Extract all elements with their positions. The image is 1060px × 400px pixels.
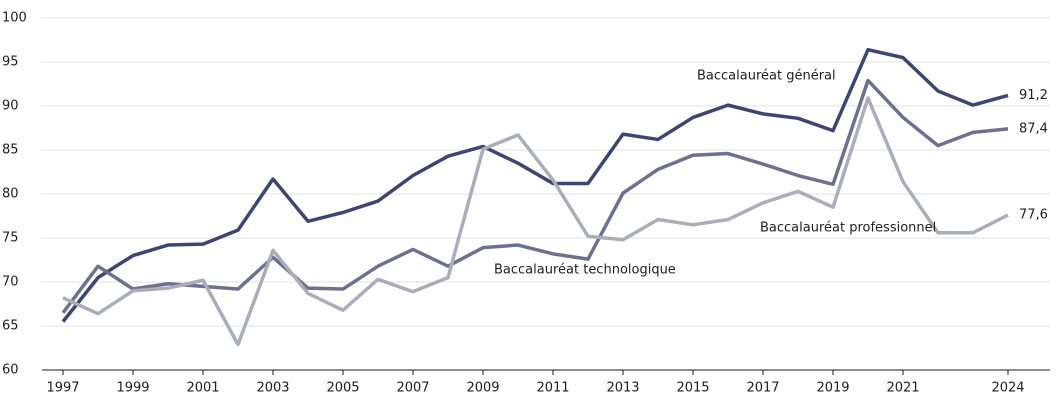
- y-tick-label: 70: [2, 275, 19, 290]
- value-label: 77,6: [1019, 208, 1048, 223]
- x-tick-label: 2015: [676, 381, 709, 396]
- x-tick-label: 1999: [116, 381, 149, 396]
- x-tick-label: 2001: [186, 381, 219, 396]
- series-line: [61, 47, 1009, 323]
- x-tick-label: 2011: [536, 381, 569, 396]
- y-tick-label: 95: [2, 55, 19, 70]
- x-tick-label: 2005: [326, 381, 359, 396]
- x-tick-label: 2007: [396, 381, 429, 396]
- y-tick-label: 65: [2, 319, 19, 334]
- value-label: 91,2: [1019, 88, 1048, 103]
- series-label: Baccalauréat général: [697, 69, 836, 84]
- series-label: Baccalauréat professionnel: [760, 221, 936, 236]
- y-tick-label: 90: [2, 99, 19, 114]
- x-tick-label: 2013: [606, 381, 639, 396]
- x-tick-label: 1997: [46, 381, 79, 396]
- series-line: [61, 78, 1009, 314]
- x-tick-label: 2019: [816, 381, 849, 396]
- y-tick-label: 80: [2, 187, 19, 202]
- x-tick-label: 2009: [466, 381, 499, 396]
- y-tick-label: 75: [2, 231, 19, 246]
- x-tick-label: 2003: [256, 381, 289, 396]
- x-tick-label: 2017: [746, 381, 779, 396]
- y-tick-label: 60: [2, 363, 19, 378]
- series-label: Baccalauréat technologique: [494, 263, 676, 278]
- x-tick-label: 2024: [991, 381, 1024, 396]
- y-tick-label: 100: [2, 11, 27, 26]
- series-line: [62, 96, 1009, 347]
- x-tick-label: 2021: [886, 381, 919, 396]
- y-tick-label: 85: [2, 143, 19, 158]
- value-label: 87,4: [1019, 121, 1048, 136]
